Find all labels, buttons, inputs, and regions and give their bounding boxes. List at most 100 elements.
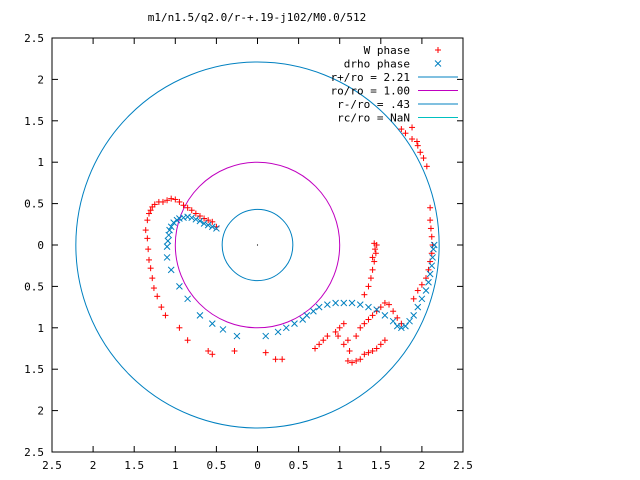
drho-phase-point [410, 312, 418, 319]
w-phase-point [365, 349, 372, 356]
w-phase-point [353, 357, 360, 364]
legend-label: drho phase [344, 58, 410, 71]
w-phase-point [184, 204, 191, 211]
w-phase-point [172, 196, 179, 203]
w-phase-point [159, 198, 166, 205]
circles [75, 61, 440, 429]
drho-phase-point [208, 320, 216, 328]
drho-phase-point [219, 326, 227, 333]
w-phase-point [361, 320, 368, 327]
w-phase-point [381, 337, 388, 344]
drho-phase-point [414, 303, 422, 311]
w-phase-point [168, 195, 175, 202]
w-phase-point [369, 312, 376, 319]
drho-phase-point [184, 213, 191, 221]
w-phase-point [184, 337, 191, 344]
drho-phase-series [163, 213, 438, 340]
w-phase-point [372, 250, 379, 257]
w-phase-point [381, 299, 388, 306]
w-phase-point [353, 333, 360, 340]
y-tick-label: 1.5 [24, 363, 44, 376]
w-phase-point [262, 349, 269, 356]
drho-phase-point [356, 301, 364, 308]
w-phase-point [336, 324, 343, 331]
w-phase-series [142, 124, 436, 366]
drho-phase-point [429, 254, 436, 261]
drho-phase-point [373, 306, 381, 313]
w-phase-point [394, 314, 401, 321]
w-phase-point [180, 202, 187, 209]
w-phase-point [192, 210, 199, 217]
w-phase-point [145, 210, 152, 217]
w-phase-point [369, 347, 376, 354]
w-phase-point [205, 217, 212, 224]
circle-curve [221, 208, 294, 282]
y-tick-label: 1 [37, 156, 44, 169]
y-tick-labels: 2.5 2 1.5 1 0.5 0 0.5 1 1.5 2 2.5 [24, 32, 44, 459]
w-phase-point [427, 204, 434, 211]
w-phase-point [414, 142, 421, 149]
drho-phase-point [303, 312, 311, 319]
drho-phase-point [430, 245, 437, 253]
w-phase-point [410, 295, 417, 302]
w-phase-point [390, 308, 397, 315]
w-phase-point [409, 136, 416, 143]
w-phase-point [349, 359, 356, 366]
w-phase-point [369, 254, 376, 261]
w-phase-point [176, 324, 183, 331]
y-tick-label: 1 [37, 322, 44, 335]
w-phase-point [205, 347, 212, 354]
w-phase-point [413, 138, 420, 145]
y-tick-label: 0 [37, 239, 44, 252]
legend-marker-sample [434, 60, 442, 67]
w-phase-point [154, 293, 161, 300]
w-phase-point [340, 341, 347, 348]
w-phase-point [357, 324, 364, 331]
drho-phase-point [402, 322, 409, 330]
legend-label: rc/ro = NaN [337, 112, 410, 125]
w-phase-point [398, 126, 405, 133]
drho-phase-point [418, 295, 426, 303]
w-phase-point [427, 225, 434, 232]
w-phase-point [209, 351, 216, 358]
w-phase-point [144, 235, 151, 242]
w-phase-point [147, 207, 154, 214]
drho-phase-point [192, 215, 200, 223]
drho-phase-point [184, 295, 191, 303]
drho-phase-point [430, 241, 438, 249]
w-phase-point [423, 163, 430, 170]
w-phase-point [386, 301, 393, 308]
legend-label: r-/ro = .43 [337, 98, 410, 111]
drho-phase-point [422, 287, 430, 294]
drho-phase-point [200, 220, 208, 227]
drho-phase-point [167, 266, 175, 274]
drho-phase-point [188, 214, 196, 222]
w-phase-point [427, 217, 434, 224]
w-phase-point [150, 285, 157, 292]
x-tick-label: 1.5 [124, 459, 144, 472]
drho-phase-point [233, 332, 241, 340]
drho-phase-point [163, 254, 171, 261]
x-tick-label: 2.5 [42, 459, 62, 472]
x-tick-label: 0.5 [206, 459, 226, 472]
drho-phase-point [213, 225, 220, 232]
w-phase-point [164, 197, 171, 204]
w-phase-point [145, 256, 152, 263]
drho-phase-point [208, 223, 216, 231]
w-phase-point [377, 341, 384, 348]
w-phase-point [320, 337, 327, 344]
w-phase-point [361, 291, 368, 298]
w-phase-point [409, 124, 416, 131]
drho-phase-point [180, 214, 187, 222]
w-phase-point [188, 207, 195, 214]
y-tick-label: 2.5 [24, 32, 44, 45]
w-phase-point [373, 345, 380, 352]
legend-label: W phase [364, 44, 410, 57]
w-phase-point [402, 130, 409, 137]
x-tick-label: 1 [172, 459, 179, 472]
w-phase-point [335, 333, 342, 340]
drho-phase-point [164, 237, 172, 245]
w-phase-point [361, 351, 368, 358]
drho-phase-point [310, 307, 317, 315]
